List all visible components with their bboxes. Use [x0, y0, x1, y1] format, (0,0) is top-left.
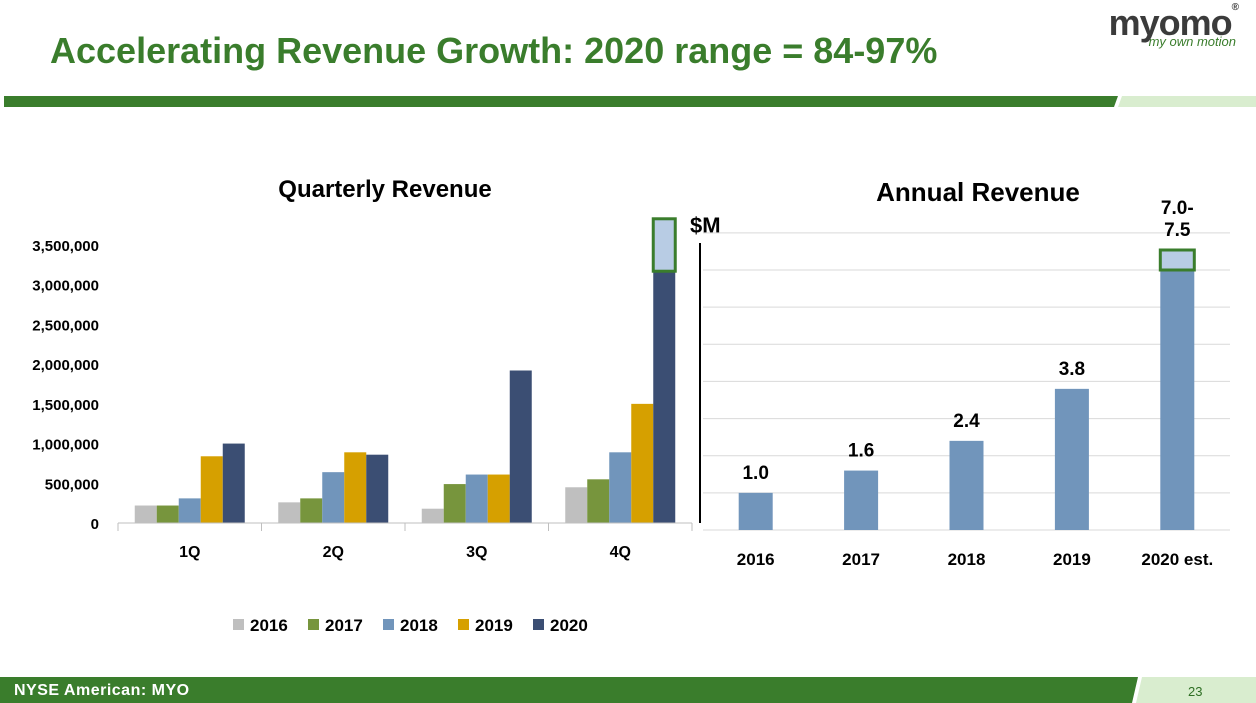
annual-estimate-range-box: [1158, 248, 1196, 272]
annual-data-label: 3.8: [1059, 359, 1085, 380]
annual-data-label: 2.4: [953, 411, 980, 432]
header-bar-accent: [1118, 96, 1256, 107]
legend-swatch: [458, 619, 469, 630]
annual-bar: [949, 440, 984, 530]
quarterly-bar: [366, 454, 389, 523]
footer-bar-accent: [1136, 677, 1256, 703]
quarterly-bar: [421, 508, 444, 523]
myomo-logo: myomo® my own motion: [1108, 2, 1239, 49]
annual-bar: [738, 492, 773, 530]
quarterly-x-tick-label: 4Q: [610, 544, 631, 561]
legend-label: 2019: [475, 616, 513, 635]
quarterly-bar: [278, 502, 301, 523]
quarterly-y-tick-label: 500,000: [45, 476, 99, 493]
annual-data-label: 1.0: [742, 463, 768, 484]
quarterly-x-tick-label: 2Q: [323, 544, 344, 561]
annual-x-tick-label: 2016: [737, 550, 775, 569]
quarterly-bar: [653, 271, 676, 523]
annual-data-label: 1.6: [848, 441, 874, 462]
quarterly-bar: [300, 498, 323, 523]
quarterly-bar: [443, 484, 466, 523]
quarterly-revenue-chart: Quarterly Revenue 0 500,000 1,000,000 1,500…: [32, 176, 693, 635]
quarterly-bar: [631, 403, 654, 523]
legend-swatch: [308, 619, 319, 630]
legend-swatch: [233, 619, 244, 630]
quarterly-bar: [465, 474, 488, 523]
legend-swatch: [533, 619, 544, 630]
quarterly-bar: [134, 505, 157, 523]
quarterly-bar: [200, 456, 223, 523]
annual-chart-title: Annual Revenue: [876, 177, 1080, 207]
quarterly-y-tick-label: 1,000,000: [32, 437, 99, 454]
quarterly-bar: [156, 505, 179, 523]
quarterly-y-tick-label: 3,500,000: [32, 238, 99, 255]
quarterly-estimate-range-box: [651, 217, 677, 273]
quarterly-y-tick-label: 0: [91, 516, 99, 533]
quarterly-y-tick-label: 1,500,000: [32, 397, 99, 414]
annual-data-label: 7.0-7.5: [1161, 198, 1194, 241]
quarterly-bar: [222, 443, 245, 523]
quarterly-x-tick-label: 1Q: [179, 544, 200, 561]
annual-y-unit-label: $M: [690, 213, 721, 238]
quarterly-y-tick-label: 2,500,000: [32, 317, 99, 334]
quarterly-bar: [344, 452, 367, 523]
quarterly-bar: [565, 487, 588, 523]
annual-bar: [844, 470, 879, 530]
quarterly-bar: [322, 472, 345, 523]
annual-bar: [1054, 388, 1089, 530]
quarterly-x-tick-label: 3Q: [466, 544, 487, 561]
legend-label: 2016: [250, 616, 288, 635]
annual-x-tick-label: 2017: [842, 550, 880, 569]
quarterly-y-tick-label: 3,000,000: [32, 278, 99, 295]
page-number: 23: [1188, 684, 1203, 699]
legend-swatch: [383, 619, 394, 630]
quarterly-y-tick-label: 2,000,000: [32, 357, 99, 374]
legend-label: 2017: [325, 616, 363, 635]
annual-bar: [1160, 270, 1195, 530]
legend-label: 2020: [550, 616, 588, 635]
annual-revenue-chart: Annual Revenue $M 1.0 1.6 2.4 3.8 7.0-7.5 20…: [690, 177, 1230, 569]
quarterly-bar: [509, 370, 532, 523]
quarterly-bar: [587, 479, 610, 523]
quarterly-bar: [487, 474, 510, 523]
annual-x-tick-label: 2018: [948, 550, 986, 569]
header-bar: [4, 96, 1118, 107]
annual-x-tick-label: 2019: [1053, 550, 1091, 569]
quarterly-bar: [609, 452, 632, 523]
quarterly-legend: 2016 2017 2018 2019 2020: [233, 616, 588, 635]
footer-bar: [0, 677, 1138, 703]
page-title: Accelerating Revenue Growth: 2020 range …: [50, 30, 938, 71]
footer-ticker: NYSE American: MYO: [14, 682, 190, 699]
quarterly-bar: [178, 498, 201, 523]
annual-x-tick-label: 2020 est.: [1141, 550, 1213, 569]
quarterly-chart-title: Quarterly Revenue: [278, 176, 491, 203]
legend-label: 2018: [400, 616, 438, 635]
